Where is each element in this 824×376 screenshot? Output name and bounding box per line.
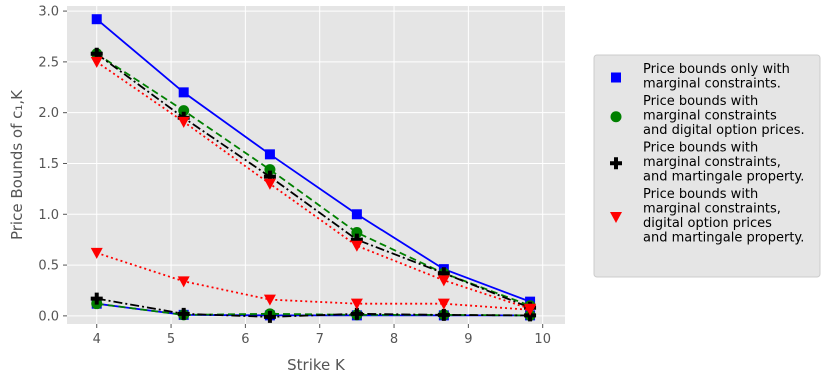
series-3-upper-line: [96, 53, 531, 309]
series-3-upper-point: [263, 170, 276, 183]
series-3-lower-point: [350, 307, 363, 320]
legend-label-4: and martingale property.: [643, 231, 804, 246]
x-tick-label: 4: [93, 332, 101, 347]
plot-area: [67, 6, 565, 324]
series-3-lower-point: [263, 310, 276, 323]
series-4-upper-point: [263, 178, 276, 190]
series-4-lower-point: [524, 304, 537, 316]
series-4-upper-point: [350, 240, 363, 252]
legend-label-4: Price bounds with: [643, 187, 758, 202]
y-tick-label: 2.0: [38, 106, 59, 121]
legend-label-3: Price bounds with: [643, 141, 758, 156]
legend-label-2: Price bounds with: [643, 94, 758, 109]
series-4-lower-point: [437, 298, 450, 310]
x-axis-label: Strike K: [287, 356, 346, 374]
series-4-lower-point: [350, 298, 363, 310]
series-4-upper-point: [437, 275, 450, 287]
series-3-lower-line: [96, 297, 531, 318]
legend-label-1: Price bounds only with: [643, 62, 790, 77]
series-layer: [90, 14, 537, 323]
legend-label-2: marginal constraints: [643, 109, 777, 124]
legend-marker-3: [610, 157, 622, 170]
series-4-upper-point: [90, 56, 103, 68]
y-tick-label: 1.5: [38, 157, 59, 172]
y-tick-label: 0.0: [38, 309, 59, 324]
series-3-upper-point: [350, 233, 363, 246]
y-tick-label: 3.0: [38, 5, 59, 20]
y-tick-label: 2.5: [38, 55, 59, 70]
legend-frame: [593, 54, 821, 278]
series-4-lower-point: [90, 247, 103, 259]
x-tick-label: 8: [390, 332, 398, 347]
legend-label-3: marginal constraints,: [643, 155, 781, 170]
series-4-lower-point: [263, 294, 276, 306]
legend-label-2: and digital option prices.: [643, 123, 805, 138]
grid: [67, 6, 565, 324]
series-2-upper-point: [264, 164, 276, 176]
legend-marker-1: [611, 72, 621, 83]
legend-marker-4: [610, 212, 622, 223]
series-3-upper-point: [437, 267, 450, 280]
series-4-upper-line: [96, 61, 531, 310]
series-3-lower-point: [90, 292, 103, 305]
series-2-upper-point: [178, 105, 190, 117]
series-3-upper-point: [90, 47, 103, 60]
tick-labels: 4 5 6 7 8 9 10 0.0 0.5 1.0 1.5 2.0 2.5 3.0: [38, 5, 551, 347]
x-tick-label: 10: [534, 332, 551, 347]
x-tick-label: 9: [464, 332, 472, 347]
legend-label-1: marginal constraints.: [643, 77, 781, 92]
series-1-upper-point: [178, 87, 189, 98]
series-1-upper-point: [351, 209, 362, 220]
x-tick-label: 7: [316, 332, 324, 347]
legend-label-4: marginal constraints,: [643, 202, 781, 217]
y-tick-label: 1.0: [38, 208, 59, 223]
x-tick-label: 6: [241, 332, 249, 347]
series-4-upper-point: [177, 116, 190, 128]
series-3-lower-point: [437, 308, 450, 321]
y-axis-label: Price Bounds of c₁,K: [8, 89, 26, 240]
series-1-upper-point: [91, 14, 102, 25]
y-tick-label: 0.5: [38, 259, 59, 274]
series-4: [90, 56, 537, 316]
series-1-upper-point: [264, 149, 275, 160]
series-2-upper-point: [351, 227, 363, 239]
series-4-lower-line: [96, 252, 531, 311]
series-3-lower-point: [177, 307, 190, 320]
legend-marker-2: [610, 111, 622, 123]
legend-label-4: digital option prices: [643, 216, 772, 231]
x-tick-label: 5: [167, 332, 175, 347]
series-4-lower-point: [177, 276, 190, 288]
legend-label-3: and martingale property.: [643, 170, 804, 185]
series-1-upper-line: [96, 18, 531, 303]
